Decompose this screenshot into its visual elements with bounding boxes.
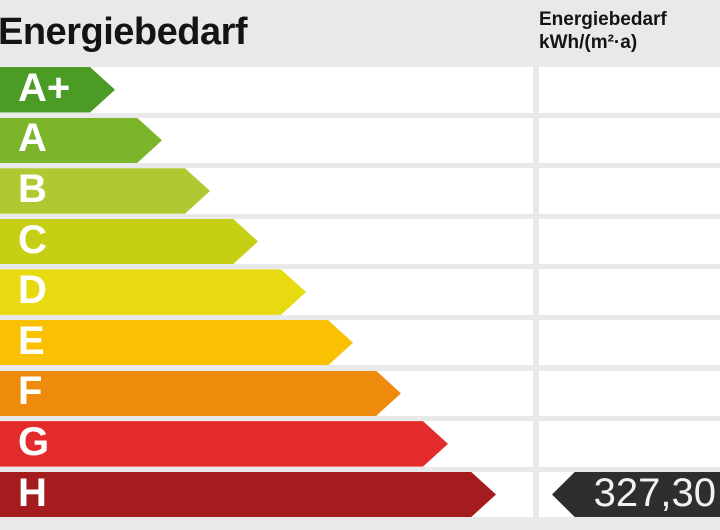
scale-row-b: B xyxy=(0,168,720,214)
energy-value: 327,30 xyxy=(593,470,716,515)
scale-cell-left: A+ xyxy=(0,67,533,113)
value-column-header-line1: Energiebedarf xyxy=(539,9,667,30)
scale-cell-left: D xyxy=(0,269,533,315)
scale-row-g: G xyxy=(0,421,720,467)
energy-class-label: C xyxy=(18,217,47,262)
scale-cell-left: A xyxy=(0,117,533,164)
energy-class-label: A xyxy=(18,116,47,161)
energy-class-arrow: H xyxy=(0,472,496,518)
scale-row-f: F xyxy=(0,370,720,417)
energy-class-arrow: D xyxy=(0,269,306,315)
energy-class-arrow: A xyxy=(0,118,162,164)
scale-row-a-plus: A+ xyxy=(0,67,720,113)
scale-cell-left: G xyxy=(0,421,533,467)
scale-row-c: C xyxy=(0,218,720,265)
scale-cell-right xyxy=(539,269,720,315)
energy-class-arrow: E xyxy=(0,320,353,366)
energy-class-arrow: G xyxy=(0,421,448,467)
energy-class-label: A+ xyxy=(18,65,71,110)
scale-cell-right xyxy=(539,168,720,214)
scale-cell-left: C xyxy=(0,218,533,265)
scale-cell-right xyxy=(539,67,720,113)
value-column-header-line2: kWh/(m²·a) xyxy=(539,32,638,53)
scale-row-a: A xyxy=(0,117,720,164)
energy-class-label: F xyxy=(18,369,43,414)
energy-class-label: G xyxy=(18,419,50,464)
energy-class-label: E xyxy=(18,318,45,363)
scale-row-e: E xyxy=(0,319,720,366)
energy-class-arrow: A+ xyxy=(0,67,115,113)
scale-cell-right xyxy=(539,319,720,366)
scale-cell-left: B xyxy=(0,168,533,214)
page-title: Energiebedarf xyxy=(0,11,248,53)
scale-cell-left: E xyxy=(0,319,533,366)
scale-cell-right xyxy=(539,370,720,417)
scale-cell-right xyxy=(539,218,720,265)
scale-cell-left: H xyxy=(0,471,533,518)
energy-class-label: H xyxy=(18,470,47,515)
scale-row-d: D xyxy=(0,269,720,315)
scale-rows: A+ A B C D E F G H xyxy=(0,67,720,518)
energy-class-arrow: F xyxy=(0,371,401,417)
value-arrow-badge: 327,30 xyxy=(552,470,720,518)
scale-cell-left: F xyxy=(0,370,533,417)
scale-cell-right xyxy=(539,117,720,164)
value-column-header: Energiebedarf kWh/(m²·a) xyxy=(539,8,667,54)
energy-class-label: D xyxy=(18,268,47,313)
energy-class-arrow: B xyxy=(0,168,210,214)
energy-class-label: B xyxy=(18,166,47,211)
energy-class-arrow: C xyxy=(0,219,258,265)
scale-cell-right xyxy=(539,421,720,467)
